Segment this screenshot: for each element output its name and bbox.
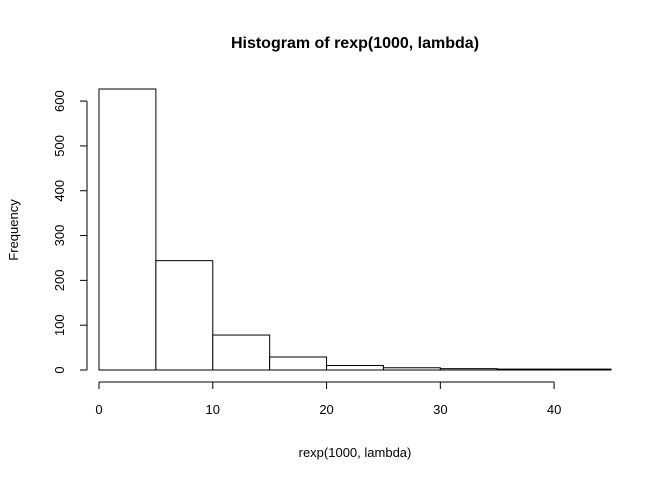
y-axis-label: Frequency [6, 199, 21, 261]
chart-title: Histogram of rexp(1000, lambda) [231, 35, 479, 52]
histogram-bar-1 [155, 260, 214, 371]
x-tick-label-3: 30 [433, 402, 447, 417]
histogram-bar-6 [439, 368, 498, 371]
histogram-bar-2 [212, 334, 271, 371]
bars-group [98, 88, 612, 371]
y-tick-label-6: 600 [52, 90, 67, 112]
histogram-bar-7 [496, 368, 555, 371]
x-axis-label: rexp(1000, lambda) [299, 445, 412, 460]
histogram-bar-5 [382, 367, 441, 371]
histogram-bar-8 [553, 368, 612, 371]
histogram-bar-0 [98, 88, 157, 371]
y-tick-label-2: 200 [52, 270, 67, 292]
x-tick-label-0: 0 [95, 402, 102, 417]
histogram-bar-4 [326, 365, 384, 371]
y-tick-label-4: 400 [52, 180, 67, 202]
y-tick-label-1: 100 [52, 314, 67, 336]
x-tick-label-1: 10 [206, 402, 220, 417]
x-tick-label-4: 40 [547, 402, 561, 417]
y-tick-label-0: 0 [52, 366, 67, 373]
x-tick-label-2: 20 [319, 402, 333, 417]
histogram-bar-3 [269, 356, 328, 371]
y-axis: 0 100 200 300 400 500 600 [52, 90, 88, 374]
y-tick-label-5: 500 [52, 135, 67, 157]
y-tick-label-3: 300 [52, 225, 67, 247]
x-axis: 0 10 20 30 40 [95, 381, 561, 417]
